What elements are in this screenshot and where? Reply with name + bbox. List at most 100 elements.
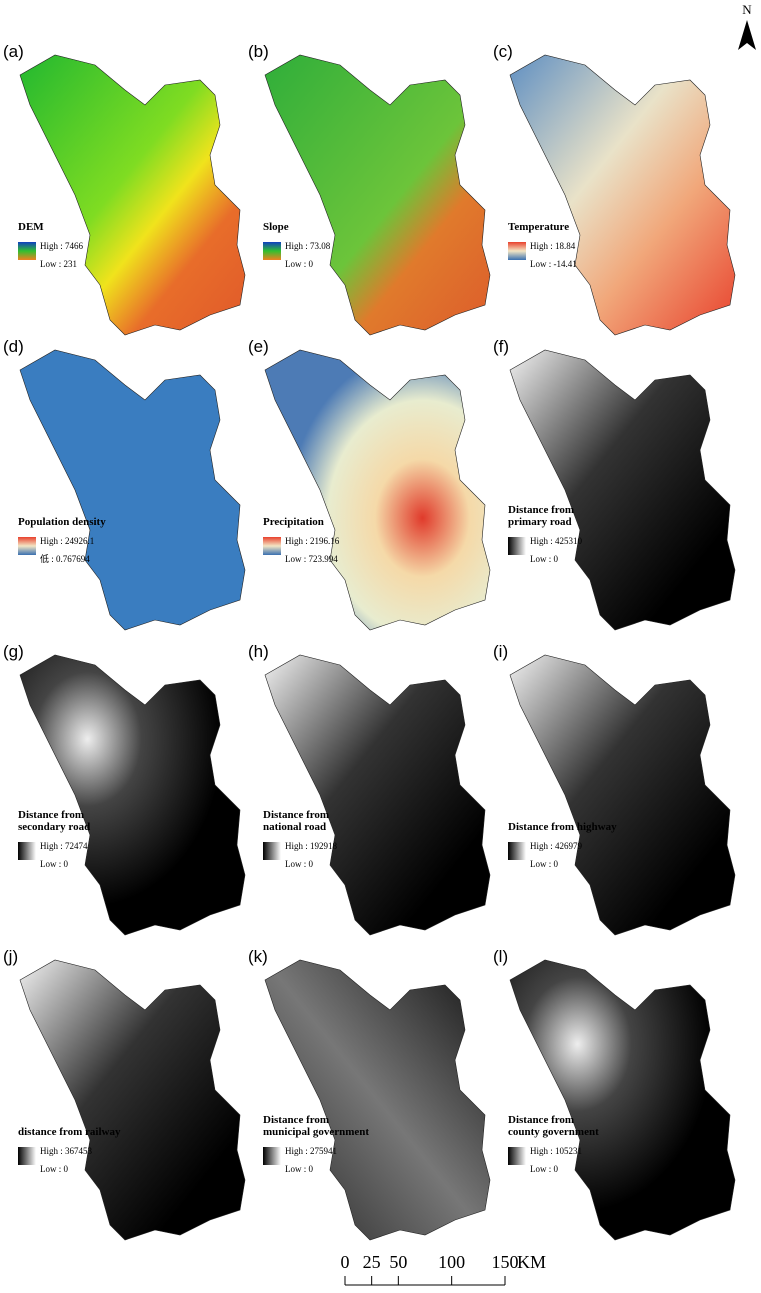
map-panel: (j) distance from railway High : 367453 Low… bbox=[3, 947, 246, 1241]
panel-label: (g) bbox=[3, 642, 24, 661]
legend-swatch bbox=[508, 1147, 526, 1165]
region-map bbox=[509, 654, 736, 936]
panel-label: (j) bbox=[3, 947, 18, 966]
legend-swatch bbox=[18, 1147, 36, 1165]
legend-low: 低 : 0.767694 bbox=[40, 553, 90, 564]
legend-low: Low : 0 bbox=[285, 859, 313, 869]
scale-label: 150 bbox=[492, 1252, 519, 1272]
panel-label: (b) bbox=[248, 42, 269, 61]
legend-high: High : 18.84 bbox=[530, 241, 576, 251]
legend-title: county government bbox=[508, 1126, 599, 1138]
legend-title: primary road bbox=[508, 516, 572, 528]
legend-low: Low : 0 bbox=[285, 1164, 313, 1174]
legend-low: Low : 0 bbox=[40, 1164, 68, 1174]
legend-title: Distance from bbox=[508, 1114, 574, 1126]
panel-label: (i) bbox=[493, 642, 508, 661]
legend-swatch bbox=[18, 537, 36, 555]
legend-title: Distance from bbox=[263, 1114, 329, 1126]
north-label: N bbox=[742, 2, 752, 17]
legend-low: Low : 0 bbox=[530, 1164, 558, 1174]
north-arrow: N bbox=[738, 2, 756, 50]
panel-label: (l) bbox=[493, 947, 508, 966]
legend-high: High : 2196.16 bbox=[285, 536, 340, 546]
panel-label: (d) bbox=[3, 337, 24, 356]
north-arrow-shape bbox=[738, 20, 756, 50]
legend-title: municipal government bbox=[263, 1126, 369, 1138]
legend-high: High : 24926.1 bbox=[40, 536, 94, 546]
region-map bbox=[264, 349, 491, 631]
map-panel: (b) Slope High : 73.08 Low : 0 bbox=[248, 42, 491, 336]
region-map bbox=[19, 654, 246, 936]
panel-label: (c) bbox=[493, 42, 513, 61]
legend-high: High : 367453 bbox=[40, 1146, 93, 1156]
scale-label: 0 bbox=[341, 1252, 350, 1272]
legend-high: High : 275941 bbox=[285, 1146, 337, 1156]
panel-label: (a) bbox=[3, 42, 24, 61]
legend-high: High : 7466 bbox=[40, 241, 84, 251]
region-map bbox=[19, 349, 246, 631]
legend-low: Low : 723.994 bbox=[285, 554, 338, 564]
scale-label: 50 bbox=[389, 1252, 407, 1272]
legend-swatch bbox=[508, 242, 526, 260]
legend-title: Population density bbox=[18, 516, 106, 528]
legend-low: Low : 0 bbox=[285, 259, 313, 269]
legend-high: High : 72474 bbox=[40, 841, 88, 851]
panel-label: (k) bbox=[248, 947, 268, 966]
legend-swatch bbox=[508, 537, 526, 555]
legend-title: Distance from bbox=[18, 809, 84, 821]
legend-high: High : 73.08 bbox=[285, 241, 331, 251]
scale-label: 100 bbox=[438, 1252, 465, 1272]
region-map bbox=[509, 959, 736, 1241]
region-map bbox=[264, 54, 491, 336]
map-panel: (c) Temperature High : 18.84 Low : -14.41 bbox=[493, 42, 736, 336]
legend-title: secondary road bbox=[18, 821, 90, 833]
legend-low: Low : 0 bbox=[530, 859, 558, 869]
scale-unit: KM bbox=[517, 1252, 546, 1272]
region-map bbox=[264, 654, 491, 936]
legend-high: High : 425310 bbox=[530, 536, 583, 546]
legend-swatch bbox=[18, 242, 36, 260]
legend-title: DEM bbox=[18, 221, 44, 233]
legend-high: High : 426979 bbox=[530, 841, 583, 851]
panel-label: (e) bbox=[248, 337, 269, 356]
legend-title: Precipitation bbox=[263, 516, 324, 528]
legend-swatch bbox=[263, 1147, 281, 1165]
legend-swatch bbox=[263, 842, 281, 860]
legend-title: Slope bbox=[263, 221, 289, 233]
legend-title: Temperature bbox=[508, 221, 569, 233]
legend-title: national road bbox=[263, 821, 326, 833]
region-map bbox=[19, 54, 246, 336]
map-panel: (d) Population density High : 24926.1 低 : 0… bbox=[3, 337, 246, 631]
legend-swatch bbox=[263, 242, 281, 260]
legend-low: Low : 0 bbox=[40, 859, 68, 869]
panel-label: (h) bbox=[248, 642, 269, 661]
region-map bbox=[509, 349, 736, 631]
region-map bbox=[264, 959, 491, 1241]
panel-label: (f) bbox=[493, 337, 509, 356]
legend-title: Distance from highway bbox=[508, 821, 617, 833]
scale-label: 25 bbox=[363, 1252, 381, 1272]
legend-swatch bbox=[18, 842, 36, 860]
legend-low: Low : 231 bbox=[40, 259, 77, 269]
legend-swatch bbox=[263, 537, 281, 555]
legend-low: Low : 0 bbox=[530, 554, 558, 564]
legend-title: distance from railway bbox=[18, 1126, 121, 1138]
legend-high: High : 105231 bbox=[530, 1146, 582, 1156]
legend-title: Distance from bbox=[508, 504, 574, 516]
region-map bbox=[509, 54, 736, 336]
map-panel: (e) Precipitation High : 2196.16 Low : 723.… bbox=[248, 337, 491, 631]
map-panel: (a) DEM High : 7466 Low : 231 bbox=[3, 42, 246, 336]
legend-title: Distance from bbox=[263, 809, 329, 821]
legend-swatch bbox=[508, 842, 526, 860]
map-panel: (i) Distance from highway High : 426979 Low… bbox=[493, 642, 736, 936]
legend-low: Low : -14.41 bbox=[530, 259, 577, 269]
region-map bbox=[19, 959, 246, 1241]
legend-high: High : 192918 bbox=[285, 841, 338, 851]
